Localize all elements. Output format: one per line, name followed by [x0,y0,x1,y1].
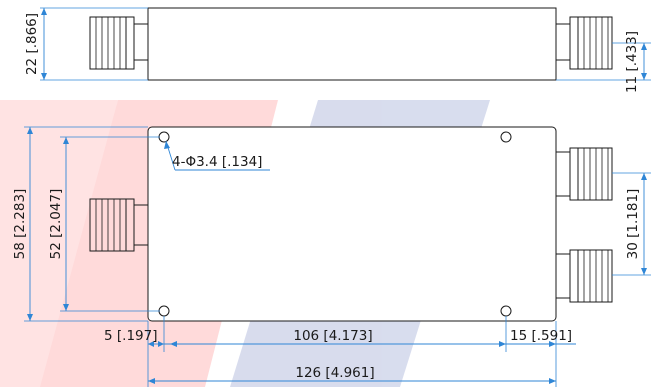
dim-hole-spacing-vertical-label: 52 [2.047] [48,189,64,260]
dim-height-top-label: 22 [.866] [24,13,40,75]
hole-callout-label: 4-Φ3.4 [.134] [172,154,262,170]
output-connector-bottom [555,249,613,303]
top-left-connector [89,16,149,70]
front-view: 4-Φ3.4 [.134] 58 [2.283] 52 [2.047] 30 [… [12,126,651,387]
mounting-hole-top-right [500,131,512,143]
dim-hole-spacing-horizontal-label: 106 [4.173] [293,328,372,344]
top-view: 22 [.866] 11 [.433] [24,7,651,93]
dim-output-spacing-label: 30 [1.181] [625,189,641,260]
dim-overall-height-label: 58 [2.283] [12,189,28,260]
dim-overall-length-label: 126 [4.961] [295,365,374,381]
dim-left-offset-label: 5 [.197] [104,328,157,344]
top-right-connector [555,16,613,70]
dim-connector-offset-label: 11 [.433] [624,31,640,93]
output-connector-top [555,147,613,201]
top-view-body [147,7,557,81]
dim-right-offset-label: 15 [.591] [510,328,572,344]
input-connector [89,198,149,252]
